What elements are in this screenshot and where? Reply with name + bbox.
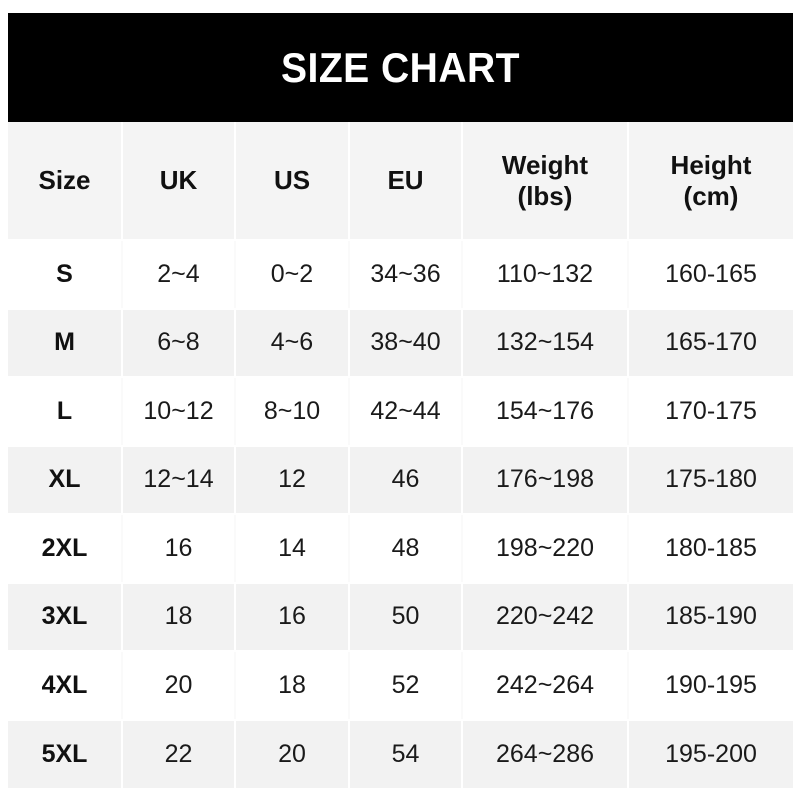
cell-eu: 46 bbox=[349, 445, 463, 515]
table-row: S 2~4 0~2 34~36 110~132 160-165 bbox=[8, 240, 793, 310]
column-header-uk: UK bbox=[122, 122, 236, 241]
cell-height: 195-200 bbox=[665, 739, 757, 768]
cell-us: 0~2 bbox=[235, 240, 350, 310]
cell-height: 190-195 bbox=[628, 651, 793, 721]
column-header-weight-unit: (lbs) bbox=[517, 180, 573, 211]
cell-height: 170-175 bbox=[628, 377, 793, 447]
cell-uk: 12~14 bbox=[122, 445, 236, 515]
title-banner: SIZE CHART bbox=[8, 13, 793, 122]
table-row: 4XL 20 18 52 242~264 190-195 bbox=[8, 651, 793, 721]
page-title: SIZE CHART bbox=[280, 43, 521, 91]
cell-uk: 22 bbox=[122, 719, 236, 788]
cell-uk: 2~4 bbox=[122, 240, 236, 310]
cell-eu: 38~40 bbox=[349, 308, 463, 378]
cell-eu: 54 bbox=[349, 719, 463, 788]
cell-us: 12 bbox=[235, 445, 350, 515]
cell-eu: 52 bbox=[349, 651, 463, 721]
header-row: Size UK US EU Weight (lbs) Height (cm) bbox=[8, 122, 793, 241]
cell-eu: 50 bbox=[349, 582, 463, 652]
cell-eu: 42~44 bbox=[349, 377, 463, 447]
table-row: L 10~12 8~10 42~44 154~176 170-175 bbox=[8, 377, 793, 447]
cell-us: 8~10 bbox=[235, 377, 350, 447]
size-chart-table: Size UK US EU Weight (lbs) Height (cm) bbox=[8, 122, 793, 788]
cell-uk: 6~8 bbox=[122, 308, 236, 378]
cell-weight: 242~264 bbox=[462, 651, 629, 721]
cell-us: 16 bbox=[235, 582, 350, 652]
cell-us: 14 bbox=[235, 514, 350, 584]
cell-size: M bbox=[8, 308, 123, 378]
table-header: Size UK US EU Weight (lbs) Height (cm) bbox=[8, 122, 793, 241]
cell-uk: 10~12 bbox=[122, 377, 236, 447]
cell-weight: 220~242 bbox=[462, 582, 629, 652]
column-header-eu-label: EU bbox=[387, 165, 424, 196]
column-header-weight: Weight (lbs) bbox=[462, 122, 629, 241]
cell-us: 20 bbox=[235, 719, 350, 788]
cell-size: 3XL bbox=[8, 582, 123, 652]
table-row: 3XL 18 16 50 220~242 185-190 bbox=[8, 582, 793, 652]
cell-us: 4~6 bbox=[235, 308, 350, 378]
cell-size: 4XL bbox=[8, 651, 123, 721]
cell-weight: 198~220 bbox=[462, 514, 629, 584]
cell-uk: 20 bbox=[122, 651, 236, 721]
column-header-us: US bbox=[235, 122, 350, 241]
table-row: M 6~8 4~6 38~40 132~154 165-170 bbox=[8, 308, 793, 378]
table-row: XL 12~14 12 46 176~198 175-180 bbox=[8, 445, 793, 515]
cell-size: 5XL bbox=[8, 719, 123, 788]
column-header-height: Height (cm) bbox=[628, 122, 793, 241]
column-header-size-label: Size bbox=[38, 165, 91, 196]
column-header-eu: EU bbox=[349, 122, 463, 241]
cell-size: L bbox=[8, 377, 123, 447]
cell-eu: 48 bbox=[349, 514, 463, 584]
cell-height: 180-185 bbox=[628, 514, 793, 584]
cell-weight: 176~198 bbox=[462, 445, 629, 515]
column-header-uk-label: UK bbox=[159, 165, 198, 196]
cell-height: 165-170 bbox=[628, 308, 793, 378]
column-header-size: Size bbox=[8, 122, 123, 241]
cell-size: XL bbox=[8, 445, 123, 515]
cell-eu: 34~36 bbox=[349, 240, 463, 310]
cell-weight: 132~154 bbox=[462, 308, 629, 378]
table-body: S 2~4 0~2 34~36 110~132 160-165 M 6~8 4~… bbox=[8, 240, 793, 788]
cell-height: 185-190 bbox=[628, 582, 793, 652]
column-header-height-label: Height bbox=[670, 149, 752, 180]
table-row: 5XL 22 20 54 264~286 195-200 bbox=[8, 719, 793, 788]
cell-weight: 264~286 bbox=[462, 719, 629, 788]
cell-size: S bbox=[8, 240, 123, 310]
column-header-height-unit: (cm) bbox=[683, 180, 739, 211]
cell-uk: 18 bbox=[122, 582, 236, 652]
cell-height: 175-180 bbox=[628, 445, 793, 515]
column-header-weight-label: Weight bbox=[501, 149, 589, 180]
cell-us: 18 bbox=[235, 651, 350, 721]
table-row: 2XL 16 14 48 198~220 180-185 bbox=[8, 514, 793, 584]
cell-weight: 110~132 bbox=[462, 240, 629, 310]
column-header-us-label: US bbox=[273, 165, 311, 196]
cell-uk: 16 bbox=[122, 514, 236, 584]
cell-weight: 154~176 bbox=[462, 377, 629, 447]
cell-height: 160-165 bbox=[628, 240, 793, 310]
cell-size: 2XL bbox=[8, 514, 123, 584]
